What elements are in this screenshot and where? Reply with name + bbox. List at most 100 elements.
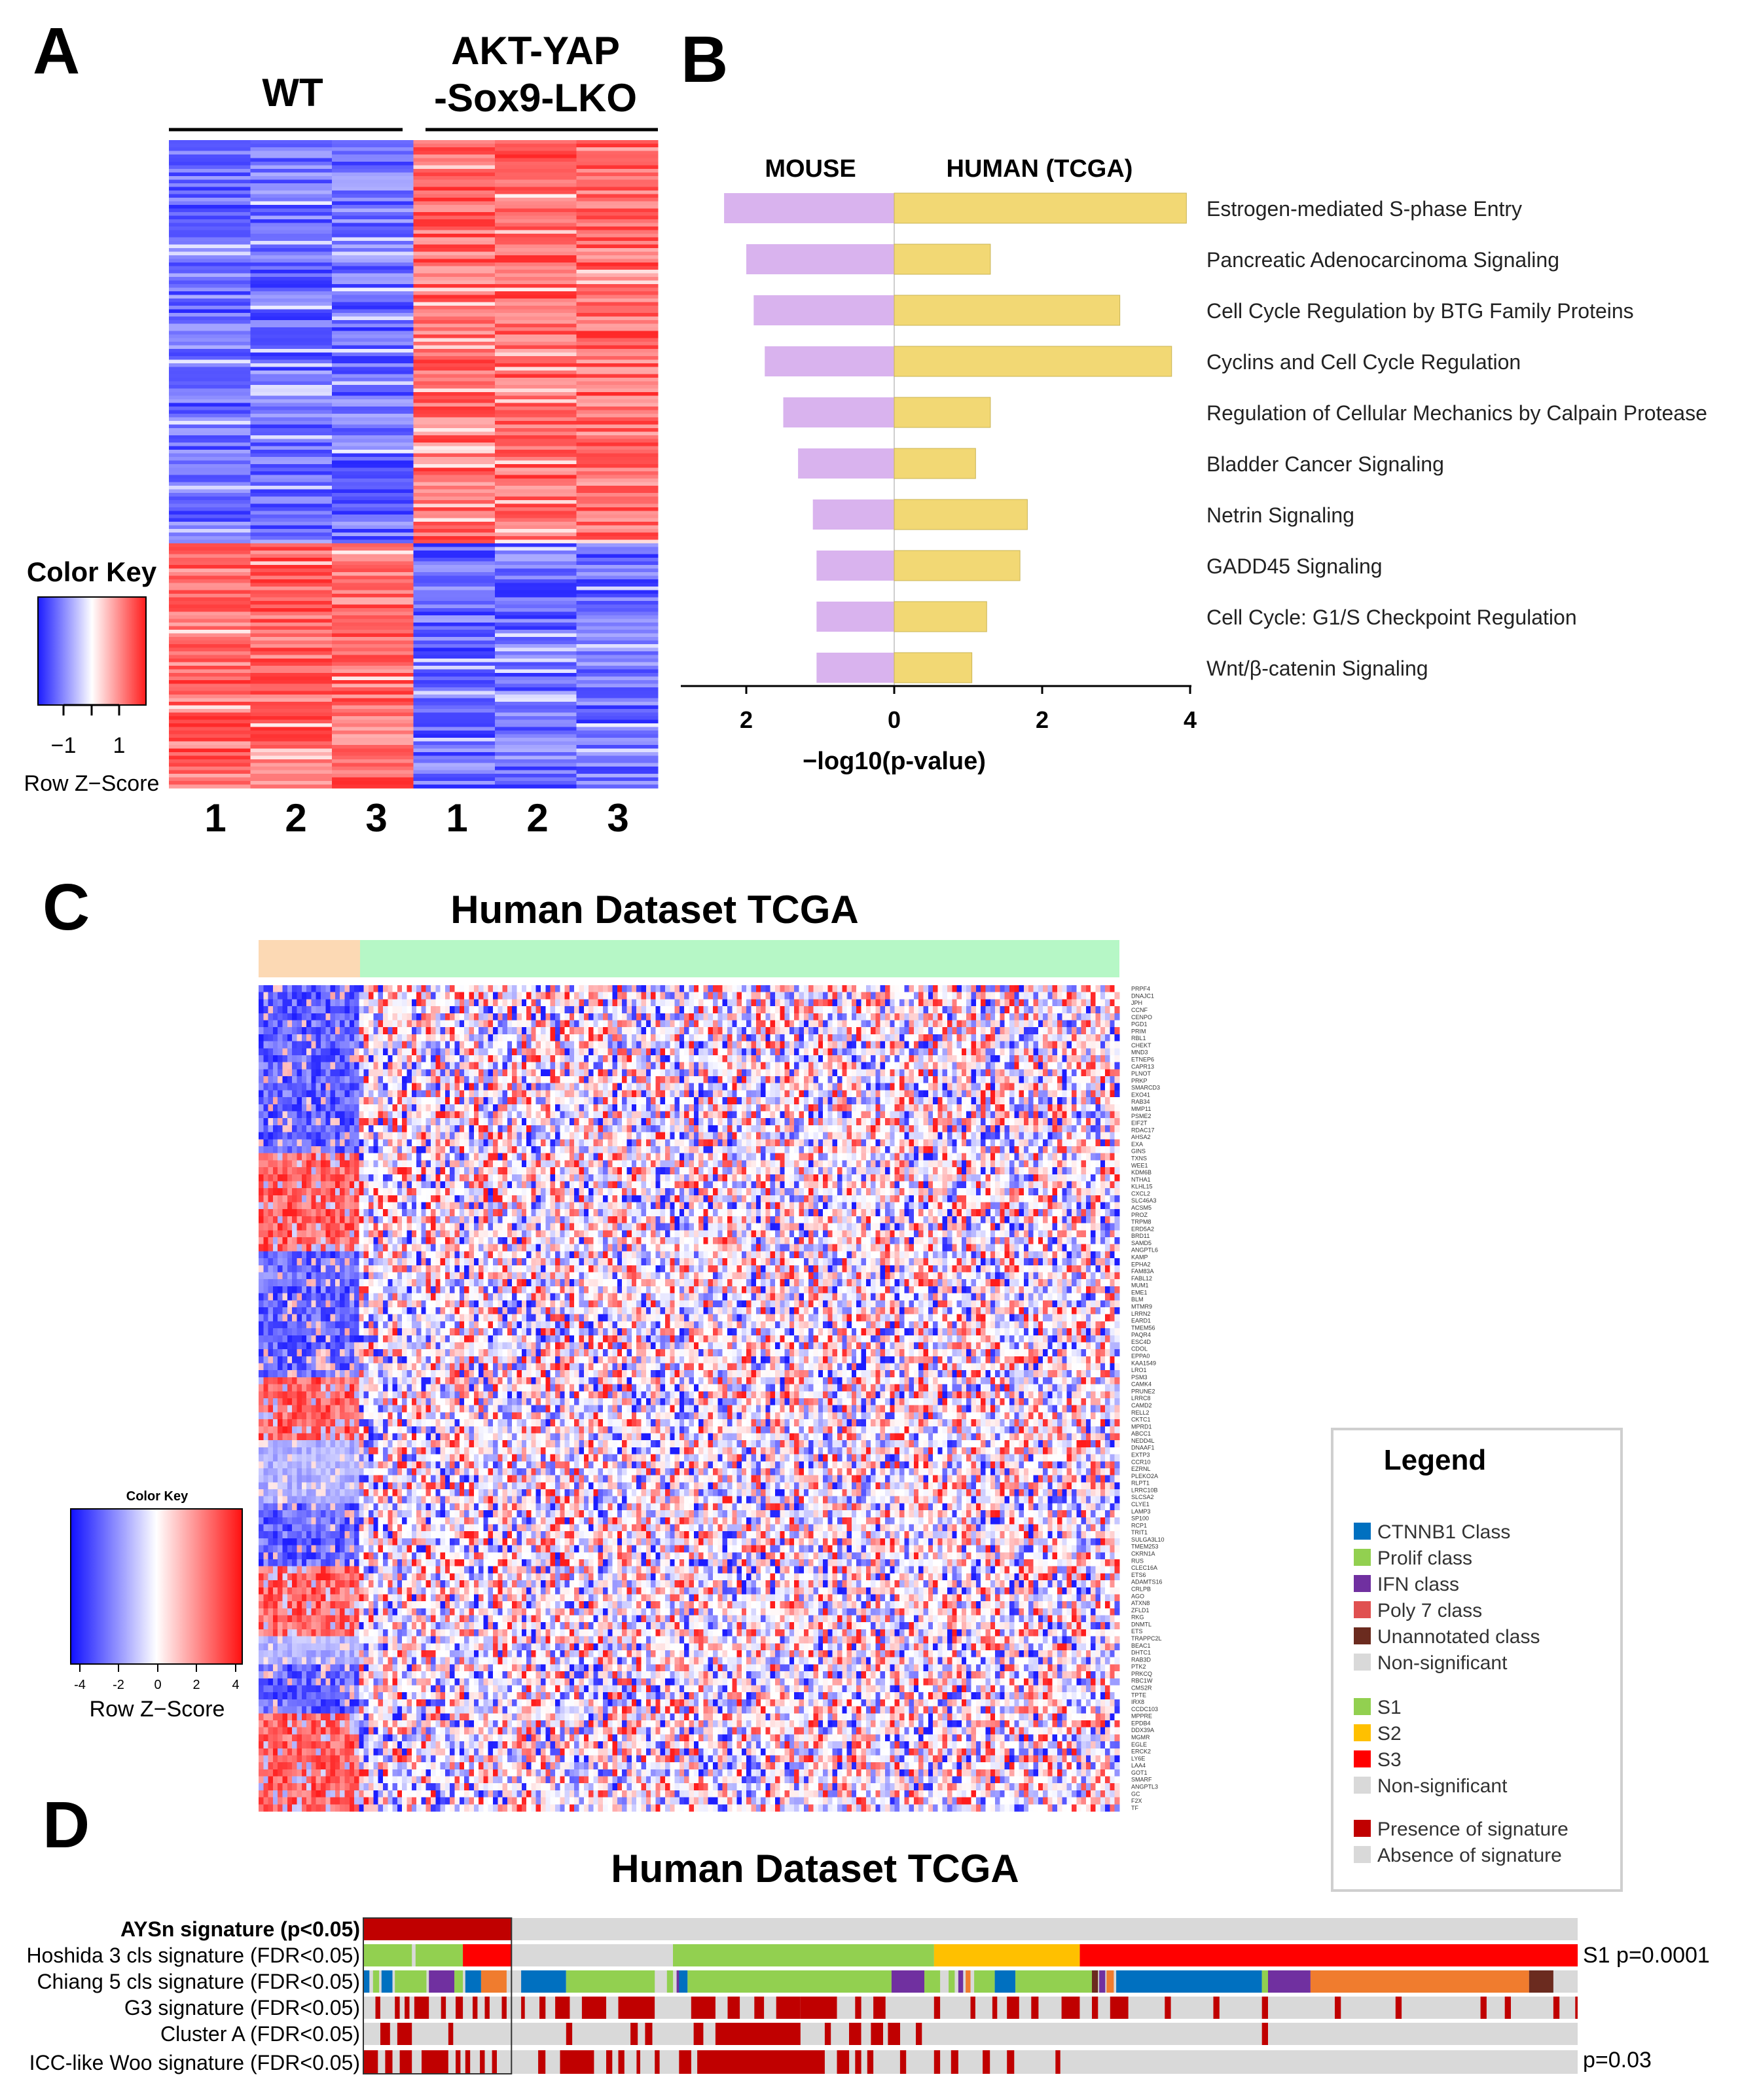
heatmap-a-cell bbox=[495, 345, 577, 350]
heatmap-a-cell bbox=[576, 637, 659, 641]
heatmap-c-cell bbox=[636, 999, 642, 1007]
heatmap-a-cell bbox=[332, 583, 414, 587]
heatmap-c-cell bbox=[755, 1027, 761, 1035]
heatmap-a-cell bbox=[495, 647, 577, 652]
heatmap-c-cell bbox=[1091, 1076, 1096, 1084]
heatmap-a-cell bbox=[169, 561, 251, 566]
heatmap-c-cell bbox=[985, 1125, 991, 1132]
heatmap-c-cell bbox=[1047, 1104, 1053, 1112]
heatmap-c-cell bbox=[1019, 1006, 1024, 1014]
heatmap-c-cell bbox=[545, 1132, 551, 1140]
heatmap-c-cell bbox=[736, 1097, 742, 1105]
heatmap-c-cell bbox=[966, 1090, 971, 1098]
heatmap-c-cell bbox=[488, 1125, 494, 1132]
heatmap-c-cell bbox=[823, 1006, 828, 1014]
heatmap-c-cell bbox=[837, 1062, 843, 1070]
heatmap-a-cell bbox=[576, 741, 659, 746]
heatmap-c-cell bbox=[564, 1069, 570, 1077]
heatmap-c-cell bbox=[320, 1076, 326, 1084]
heatmap-a-cell bbox=[332, 356, 414, 360]
heatmap-c-cell bbox=[402, 1034, 407, 1041]
heatmap-c-cell bbox=[717, 992, 723, 1000]
heatmap-a-cell bbox=[413, 356, 496, 360]
heatmap-a-cell bbox=[413, 244, 496, 249]
heatmap-a-cell bbox=[250, 327, 333, 331]
heatmap-c-cell bbox=[479, 999, 484, 1007]
heatmap-c-cell bbox=[1085, 1076, 1091, 1084]
heatmap-a-cell bbox=[250, 511, 333, 515]
heatmap-c-cell bbox=[301, 1006, 307, 1014]
heatmap-c-cell bbox=[1004, 1013, 1010, 1021]
heatmap-a-cell bbox=[495, 215, 577, 220]
heatmap-c-cell bbox=[1114, 1013, 1120, 1021]
heatmap-c-cell bbox=[407, 1104, 412, 1112]
heatmap-c-cell bbox=[799, 999, 805, 1007]
heatmap-c-cell bbox=[626, 1062, 632, 1070]
heatmap-c-cell bbox=[1047, 999, 1053, 1007]
heatmap-a-cell bbox=[332, 482, 414, 486]
heatmap-c-cell bbox=[311, 1069, 317, 1077]
heatmap-a-cell bbox=[576, 500, 659, 504]
heatmap-c-cell bbox=[928, 1104, 933, 1112]
heatmap-c-cell bbox=[431, 1104, 436, 1112]
heatmap-c-cell bbox=[397, 1118, 403, 1126]
heatmap-c-cell bbox=[660, 985, 666, 993]
heatmap-c-cell bbox=[1057, 1076, 1062, 1084]
heatmap-a-cell bbox=[576, 633, 659, 638]
heatmap-c-cell bbox=[1066, 1090, 1072, 1098]
heatmap-a-cell bbox=[576, 712, 659, 717]
heatmap-c-cell bbox=[995, 992, 1000, 1000]
heatmap-a-cell bbox=[169, 716, 251, 720]
heatmap-a-cell bbox=[332, 359, 414, 364]
heatmap-a-cell bbox=[495, 676, 577, 681]
heatmap-c-cell bbox=[727, 992, 733, 1000]
heatmap-c-cell bbox=[359, 1111, 365, 1119]
heatmap-c-cell bbox=[904, 1013, 909, 1021]
heatmap-a-cell bbox=[250, 467, 333, 472]
heatmap-c-cell bbox=[292, 1097, 297, 1105]
heatmap-c-cell bbox=[464, 1083, 469, 1091]
heatmap-c-cell bbox=[483, 1076, 489, 1084]
heatmap-c-cell bbox=[392, 1111, 398, 1119]
heatmap-c-cell bbox=[1047, 1006, 1053, 1014]
heatmap-c-cell bbox=[325, 1069, 331, 1077]
heatmap-c-cell bbox=[732, 1090, 737, 1098]
heatmap-c-cell bbox=[698, 1027, 704, 1035]
heatmap-a-cell bbox=[250, 561, 333, 566]
heatmap-c-cell bbox=[651, 1041, 656, 1049]
heatmap-a-cell bbox=[332, 691, 414, 695]
heatmap-c-cell bbox=[761, 1013, 766, 1021]
heatmap-a-cell bbox=[413, 611, 496, 616]
heatmap-c-cell bbox=[1057, 1062, 1062, 1070]
heatmap-c-cell bbox=[727, 1041, 733, 1049]
heatmap-c-cell bbox=[1014, 1090, 1019, 1098]
heatmap-c-cell bbox=[1047, 1055, 1053, 1063]
heatmap-c-cell bbox=[846, 1111, 852, 1119]
heatmap-a-cell bbox=[495, 644, 577, 648]
heatmap-c-cell bbox=[340, 1111, 345, 1119]
heatmap-c-cell bbox=[617, 1020, 623, 1028]
heatmap-c-cell bbox=[985, 1104, 991, 1112]
heatmap-c-cell bbox=[961, 1020, 967, 1028]
heatmap-c-cell bbox=[344, 1048, 350, 1056]
heatmap-c-cell bbox=[507, 1062, 513, 1070]
heatmap-a-cell bbox=[169, 590, 251, 594]
heatmap-a-cell bbox=[495, 295, 577, 299]
heatmap-c-cell bbox=[808, 992, 814, 1000]
heatmap-a-cell bbox=[169, 190, 251, 194]
heatmap-c-cell bbox=[909, 1083, 915, 1091]
heatmap-c-cell bbox=[479, 1020, 484, 1028]
heatmap-a-cell bbox=[332, 601, 414, 605]
heatmap-c-cell bbox=[827, 1097, 833, 1105]
heatmap-c-cell bbox=[416, 1111, 422, 1119]
heatmap-a-cell bbox=[576, 187, 659, 191]
heatmap-c-cell bbox=[502, 985, 508, 993]
heatmap-c-cell bbox=[928, 1027, 933, 1035]
heatmap-c-cell bbox=[272, 1118, 278, 1126]
heatmap-c-cell bbox=[904, 1006, 909, 1014]
heatmap-c-cell bbox=[388, 1034, 393, 1041]
heatmap-a-cell bbox=[495, 719, 577, 724]
heatmap-c-cell bbox=[369, 985, 374, 993]
heatmap-c-cell bbox=[459, 1041, 465, 1049]
heatmap-c-cell bbox=[1033, 1069, 1039, 1077]
